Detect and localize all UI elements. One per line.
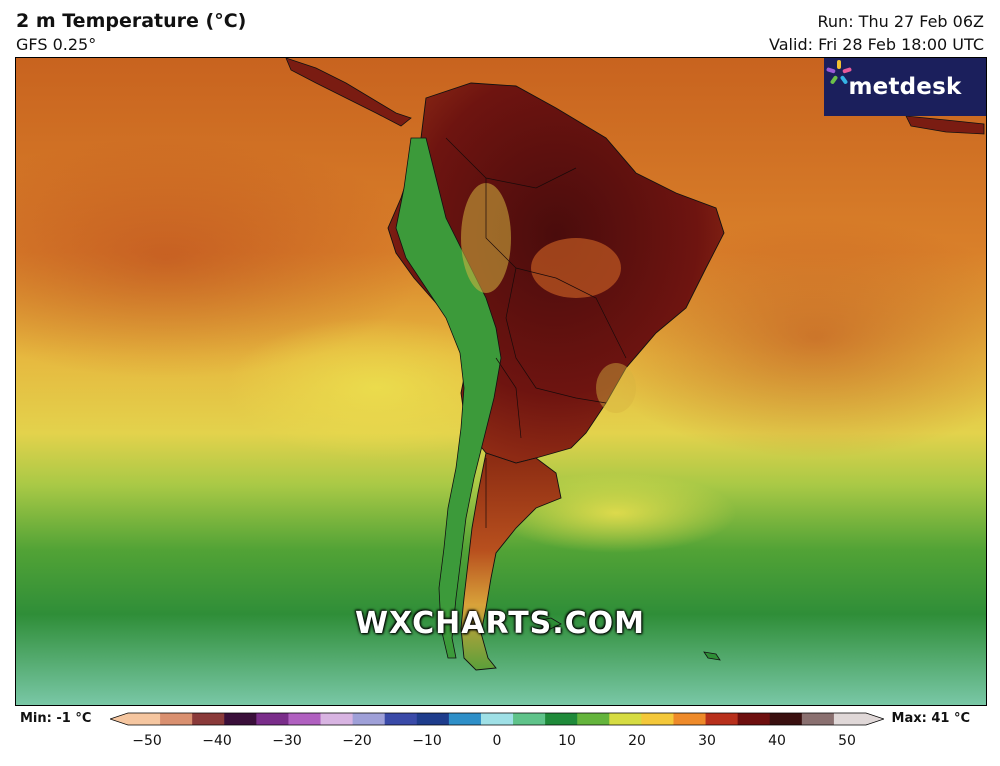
scale-tick-label: −20 xyxy=(342,733,372,749)
scale-segment xyxy=(160,713,193,725)
scale-segment xyxy=(384,713,418,725)
scale-tick-label: 40 xyxy=(768,733,786,749)
south-georgia xyxy=(703,651,721,661)
scale-segment xyxy=(320,713,354,725)
scale-tick-label: 20 xyxy=(628,733,646,749)
scale-tick-label: 10 xyxy=(558,733,576,749)
scale-tick-label: −30 xyxy=(272,733,302,749)
scale-segment xyxy=(641,713,675,725)
caribbean-island xyxy=(905,115,985,135)
plateau-area xyxy=(596,363,636,413)
run-time: Run: Thu 27 Feb 06Z xyxy=(817,12,984,31)
scale-segment xyxy=(769,713,803,725)
model-label: GFS 0.25° xyxy=(16,35,97,54)
scale-segment xyxy=(513,713,546,725)
scale-segment xyxy=(352,713,386,725)
wxcharts-watermark: WXCHARTS.COM xyxy=(354,606,646,641)
valid-time: Valid: Fri 28 Feb 18:00 UTC xyxy=(769,35,984,54)
andes-strip xyxy=(395,137,502,659)
warm-ocean-patch xyxy=(16,138,426,378)
highland-mild-area xyxy=(531,238,621,298)
scale-segment xyxy=(224,713,257,725)
scale-segment xyxy=(833,713,867,725)
scale-left-arrow xyxy=(110,713,128,725)
scale-segment xyxy=(448,713,482,725)
scale-segment xyxy=(801,713,835,725)
scale-segment xyxy=(416,713,450,725)
scale-right-arrow xyxy=(866,713,884,725)
scale-segment xyxy=(609,713,642,725)
cool-current-patch xyxy=(226,318,526,458)
scale-outline xyxy=(110,712,884,726)
scale-segment xyxy=(128,713,161,725)
temperature-map: metdesk xyxy=(15,57,987,706)
country-borders xyxy=(445,137,627,528)
falkland-islands xyxy=(535,617,562,631)
scale-tick-label: −10 xyxy=(412,733,442,749)
central-america xyxy=(285,58,412,127)
scale-segment xyxy=(705,713,739,725)
scale-segment xyxy=(480,713,514,725)
color-scale-bar xyxy=(110,712,884,726)
max-temperature-label: Max: 41 °C xyxy=(891,711,970,726)
scale-segment xyxy=(288,713,322,725)
scale-segment xyxy=(192,713,225,725)
metdesk-logo-icon xyxy=(826,60,852,84)
metdesk-brand: metdesk xyxy=(824,58,986,116)
scale-tick-label: −40 xyxy=(202,733,232,749)
scale-segment xyxy=(577,713,610,725)
scale-segment xyxy=(737,713,771,725)
scale-tick-label: −50 xyxy=(132,733,162,749)
scale-tick-label: 50 xyxy=(838,733,856,749)
scale-segment xyxy=(545,713,578,725)
min-temperature-label: Min: -1 °C xyxy=(20,711,92,726)
color-scale-ticks: −50 −40 −30 −20 −10 0 10 20 30 40 50 xyxy=(0,733,1000,753)
scale-tick-label: 30 xyxy=(698,733,716,749)
map-canvas: metdesk xyxy=(16,58,986,705)
scale-segment xyxy=(673,713,707,725)
scale-tick-label: 0 xyxy=(492,733,502,749)
metdesk-brand-text: metdesk xyxy=(848,74,962,100)
chart-title: 2 m Temperature (°C) xyxy=(16,10,247,32)
scale-segment xyxy=(256,713,290,725)
